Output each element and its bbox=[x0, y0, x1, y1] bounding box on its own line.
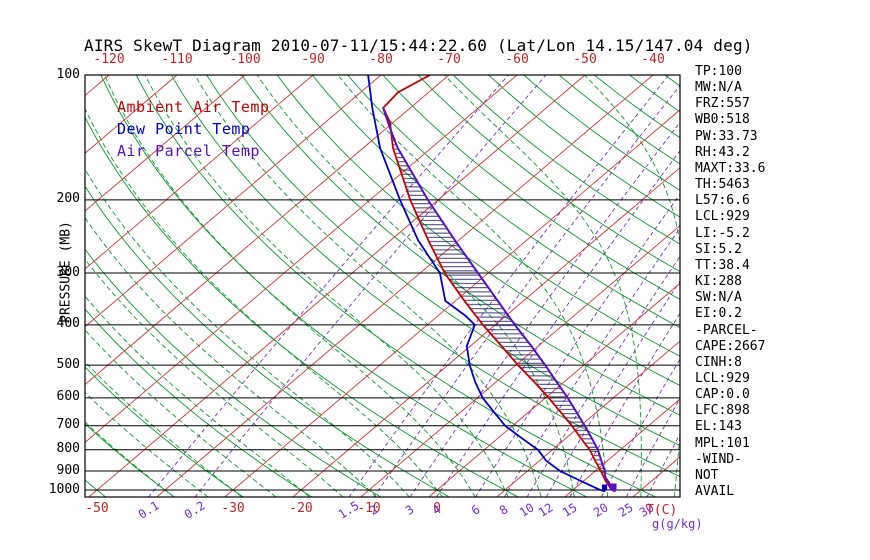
parcel-curve bbox=[382, 107, 617, 493]
panel-line: PW:33.73 bbox=[695, 128, 758, 144]
panel-line: TH:5463 bbox=[695, 177, 750, 193]
panel-line: L57:6.6 bbox=[695, 193, 750, 209]
panel-line: EI:0.2 bbox=[695, 306, 742, 322]
panel-line: SW:N/A bbox=[695, 290, 742, 306]
legend-parcel: Air Parcel Temp bbox=[117, 142, 260, 160]
panel-line: CINH:8 bbox=[695, 354, 742, 370]
panel-line: MPL:101 bbox=[695, 435, 750, 451]
panel-line: AVAIL bbox=[695, 484, 735, 500]
panel-line: LCL:929 bbox=[695, 370, 750, 386]
panel-line: FRZ:557 bbox=[695, 96, 750, 112]
panel-line: TP:100 bbox=[695, 64, 742, 79]
panel-line: MAXT:33.6 bbox=[695, 160, 766, 176]
panel-line: CAP:0.0 bbox=[695, 387, 750, 403]
panel-line: CAPE:2667 bbox=[695, 338, 766, 354]
ambient-curve bbox=[382, 75, 616, 493]
legend-dewpoint: Dew Point Temp bbox=[117, 120, 251, 138]
temp-unit-label: T(C) bbox=[646, 503, 678, 518]
chart-title: AIRS SkewT Diagram 2010-07-11/15:44:22.6… bbox=[84, 36, 753, 55]
panel-line: -PARCEL- bbox=[695, 322, 758, 338]
panel-line: WB0:518 bbox=[695, 112, 750, 128]
surface-dewpoint-marker bbox=[602, 484, 607, 490]
legend-ambient: Ambient Air Temp bbox=[117, 98, 270, 116]
panel-line: RH:43.2 bbox=[695, 144, 750, 160]
mixing-ratio-lines bbox=[148, 75, 680, 497]
panel-line: -WIND- bbox=[695, 451, 742, 467]
panel-line: KI:288 bbox=[695, 274, 742, 290]
surface-parcel-marker bbox=[609, 483, 617, 491]
panel-line: LCL:929 bbox=[695, 209, 750, 225]
panel-line: NOT bbox=[695, 467, 719, 483]
panel-line: LI:-5.2 bbox=[695, 225, 750, 241]
panel-line: TT:38.4 bbox=[695, 257, 750, 273]
panel-line: LFC:898 bbox=[695, 403, 750, 419]
pressure-axis-title: PRESSURE (MB) bbox=[58, 221, 74, 323]
mixing-unit-label: g(g/kg) bbox=[652, 517, 703, 531]
cape-hatch-area bbox=[392, 139, 605, 476]
background-grid bbox=[85, 75, 680, 497]
dewpoint-curve bbox=[367, 75, 606, 493]
panel-line: SI:5.2 bbox=[695, 241, 742, 257]
panel-line: MW:N/A bbox=[695, 80, 742, 96]
plot-frame bbox=[84, 74, 681, 498]
panel-line: EL:143 bbox=[695, 419, 742, 435]
stats-panel: TP:100 MW:N/A FRZ:557 WB0:518 PW:33.73 RH:43.… bbox=[695, 64, 765, 500]
